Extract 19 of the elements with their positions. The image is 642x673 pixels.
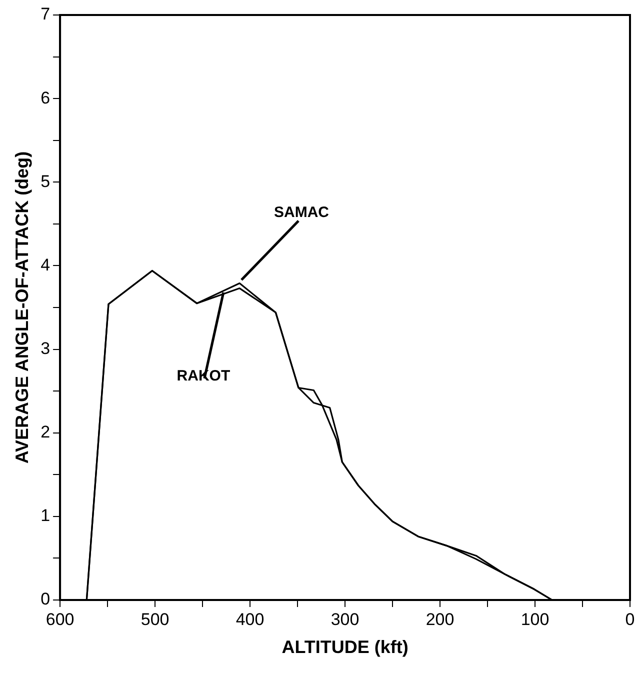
x-tick-label: 500: [140, 610, 170, 629]
x-tick-label: 300: [330, 610, 360, 629]
y-tick-label: 6: [40, 88, 50, 108]
y-tick-label: 7: [40, 4, 50, 24]
y-tick-label: 5: [40, 172, 50, 191]
x-tick-label: 0: [625, 610, 635, 629]
y-tick-label: 4: [40, 255, 50, 274]
x-axis-title: ALTITUDE (kft): [282, 637, 408, 658]
x-tick-label: 200: [426, 610, 454, 629]
annotation: RAKOT: [176, 368, 230, 385]
y-tick-label: 1: [40, 506, 50, 526]
y-tick-label: 3: [40, 338, 50, 358]
y-tick-label: 2: [40, 422, 50, 442]
x-tick-label: 100: [520, 610, 550, 629]
y-axis-title: AVERAGE ANGLE-OF-ATTACK (deg): [12, 151, 32, 464]
x-tick-label: 400: [236, 610, 264, 629]
y-tick-label: 0: [40, 590, 50, 609]
x-tick-label: 600: [46, 610, 74, 629]
annotation: SAMAC: [274, 204, 330, 222]
